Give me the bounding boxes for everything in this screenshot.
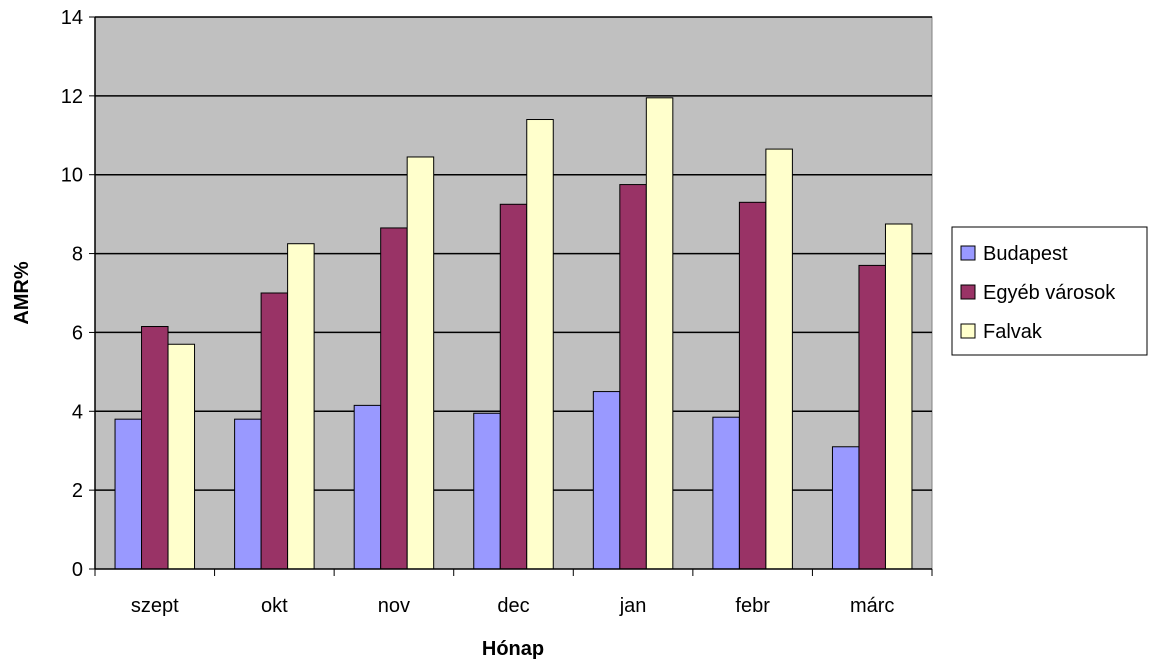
bar-budapest-márc: [831, 446, 860, 570]
y-tick-label: 8: [72, 244, 83, 266]
bar-falvak-szept: [167, 343, 196, 570]
legend-swatch: [960, 284, 976, 300]
bar-falvak-okt: [287, 243, 315, 570]
x-tick-label: nov: [378, 595, 410, 617]
bar-budapest-febr: [712, 416, 740, 570]
bar-budapest-dec: [473, 412, 501, 570]
bar-egyéb-városok-febr: [738, 201, 767, 570]
bar-falvak-febr: [765, 148, 793, 570]
x-tick-label: jan: [619, 595, 647, 617]
y-tick-label: 4: [72, 401, 83, 423]
bar-budapest-szept: [114, 418, 143, 570]
axes: [89, 16, 933, 576]
bars: [114, 97, 913, 570]
y-axis-title: AMR%: [11, 261, 33, 325]
y-tick-label: 0: [72, 559, 83, 581]
bar-falvak-nov: [406, 156, 435, 570]
bar-budapest-jan: [592, 391, 621, 570]
bar-budapest-nov: [353, 404, 382, 570]
bar-egyéb-városok-nov: [380, 227, 408, 570]
bar-egyéb-városok-dec: [499, 203, 528, 570]
bar-egyéb-városok-okt: [260, 292, 289, 570]
legend-label: Falvak: [983, 321, 1043, 343]
y-tick-label: 2: [72, 480, 83, 502]
x-tick-label: szept: [131, 595, 179, 617]
legend-box: [951, 226, 1148, 356]
y-tick-label: 10: [61, 165, 83, 187]
bar-egyéb-városok-szept: [141, 326, 169, 570]
legend-items: Budapest Egyéb városok Falvak: [960, 243, 1116, 343]
legend-label: Budapest: [983, 243, 1068, 265]
x-tick-label: febr: [735, 595, 770, 617]
legend-label: Egyéb városok: [983, 282, 1116, 304]
legend-swatch: [960, 245, 976, 261]
y-tick-label: 12: [61, 86, 83, 108]
bar-egyéb-városok-márc: [858, 264, 886, 570]
bar-egyéb-városok-jan: [619, 184, 647, 570]
bar-falvak-dec: [526, 119, 554, 570]
y-tick-label: 14: [61, 7, 83, 29]
x-axis-title: Hónap: [482, 638, 544, 660]
x-tick-label: márc: [850, 595, 894, 617]
legend: Budapest Egyéb városok Falvak: [951, 226, 1148, 356]
x-tick-label: dec: [497, 595, 529, 617]
x-tick-labels: szept okt nov dec jan febr márc: [131, 595, 895, 617]
legend-swatch: [960, 323, 976, 339]
y-tick-label: 6: [72, 322, 83, 344]
bar-falvak-márc: [884, 223, 913, 570]
bar-budapest-okt: [234, 418, 262, 570]
x-tick-label: okt: [261, 595, 288, 617]
bar-falvak-jan: [645, 97, 674, 570]
y-tick-labels: 0 2 4 6 8 10 12 14: [61, 7, 83, 581]
